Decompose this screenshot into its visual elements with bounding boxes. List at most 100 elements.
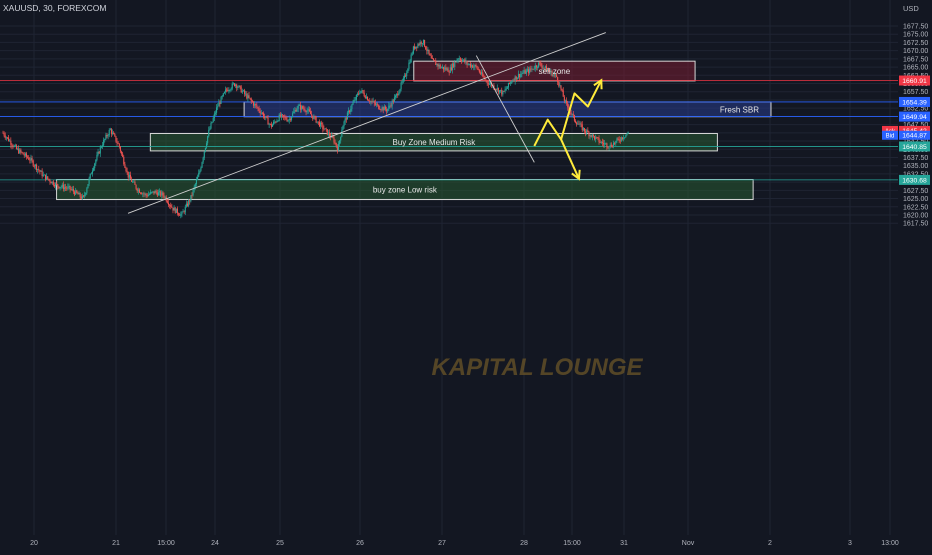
candle-body <box>432 58 435 61</box>
level-tag <box>899 96 930 107</box>
candle-body <box>189 200 191 202</box>
zone-rect[interactable] <box>243 101 772 118</box>
candle-body <box>273 121 275 125</box>
candle-body <box>554 74 556 76</box>
candle-body <box>435 61 437 66</box>
candle-body <box>447 68 449 72</box>
candle-body <box>444 67 446 70</box>
candle-body <box>170 205 172 207</box>
candle-body <box>555 74 558 77</box>
candle-body <box>108 129 110 136</box>
candle-body <box>406 72 408 77</box>
candle-body <box>390 105 392 107</box>
projection-path[interactable] <box>560 138 580 180</box>
candle-body <box>9 140 11 142</box>
candle-body <box>277 120 279 122</box>
candle-body <box>353 99 355 103</box>
candle-body <box>500 89 502 91</box>
candle-body <box>407 69 409 73</box>
candle-body <box>531 68 533 70</box>
candle-body <box>487 82 489 85</box>
candle-body <box>416 46 418 48</box>
candle-body <box>383 106 385 111</box>
candle-body <box>339 140 341 145</box>
level-tag <box>899 141 930 152</box>
candle-body <box>321 122 323 125</box>
level-tag-text: 1649.94 <box>902 114 927 121</box>
projection-path[interactable] <box>533 79 603 147</box>
candle-body <box>223 91 225 94</box>
currency-label: USD <box>903 4 919 13</box>
candle-body <box>98 151 100 154</box>
candle-body <box>457 58 459 60</box>
candle-body <box>164 196 166 198</box>
candle-body <box>120 151 123 154</box>
candle-body <box>249 97 251 99</box>
candle-body <box>162 192 164 196</box>
candle-body <box>389 105 391 107</box>
candle-body <box>154 190 156 194</box>
candle-body <box>62 184 64 190</box>
candle-body <box>72 189 74 192</box>
level-tag-text: 1630.68 <box>902 177 927 184</box>
candle-body <box>425 46 427 50</box>
time-tick-label: 24 <box>211 540 219 547</box>
candle-body <box>453 63 455 67</box>
candle-body <box>124 164 126 168</box>
candle-body <box>557 76 559 83</box>
level-tag <box>899 75 930 86</box>
candle-body <box>5 137 7 139</box>
candle-body <box>384 106 386 110</box>
candle-body <box>482 72 484 77</box>
candle-body <box>141 193 143 195</box>
candle-body <box>68 185 70 187</box>
candle-body <box>605 143 607 145</box>
candle-body <box>87 184 89 189</box>
candle-body <box>621 137 624 139</box>
candle-body <box>544 66 546 68</box>
price-tick-label: 1620.00 <box>903 212 928 219</box>
candle-body <box>91 170 94 174</box>
zone-label: Fresh SBR <box>720 105 759 114</box>
candle-body <box>222 93 224 97</box>
candle-body <box>82 195 85 197</box>
candle-body <box>314 116 316 118</box>
candle-body <box>613 142 615 147</box>
candle-body <box>464 59 466 63</box>
time-tick-label: 2 <box>768 540 772 547</box>
trendline[interactable] <box>475 55 535 163</box>
candle-body <box>299 105 302 110</box>
candle-body <box>325 128 327 130</box>
level-tag-text: 1640.85 <box>902 144 927 151</box>
candle-body <box>362 90 364 93</box>
candle-body <box>313 116 315 119</box>
candle-body <box>156 192 158 196</box>
candle-body <box>22 152 24 155</box>
candle-body <box>400 82 402 90</box>
candle-body <box>563 96 565 101</box>
candle-body <box>13 145 15 147</box>
candle-body <box>39 170 41 172</box>
candle-body <box>65 187 67 189</box>
candle-body <box>351 104 353 109</box>
price-tick-label: 1627.50 <box>903 188 928 195</box>
time-axis[interactable]: 20 21 15:00 24 25 26 27 28 15:00 31 Nov 2 3 13:00 <box>0 535 932 550</box>
candle-body <box>344 118 346 122</box>
candle-body <box>421 43 423 45</box>
candle-body <box>535 65 537 68</box>
candle-body <box>576 122 578 125</box>
candle-body <box>552 74 554 77</box>
candle-body <box>202 157 204 163</box>
candle-body <box>303 108 305 110</box>
trendline[interactable] <box>127 32 606 214</box>
candle-body <box>356 93 359 96</box>
candle-body <box>490 83 492 84</box>
level-tag-text: 1654.39 <box>902 99 927 106</box>
candle-body <box>292 113 294 117</box>
symbol-label[interactable]: XAUUSD, 30, FOREXCOM <box>3 3 106 13</box>
candle-body <box>473 66 475 68</box>
candle-body <box>530 68 532 70</box>
candle-body <box>147 194 149 197</box>
candle-body <box>126 171 128 172</box>
